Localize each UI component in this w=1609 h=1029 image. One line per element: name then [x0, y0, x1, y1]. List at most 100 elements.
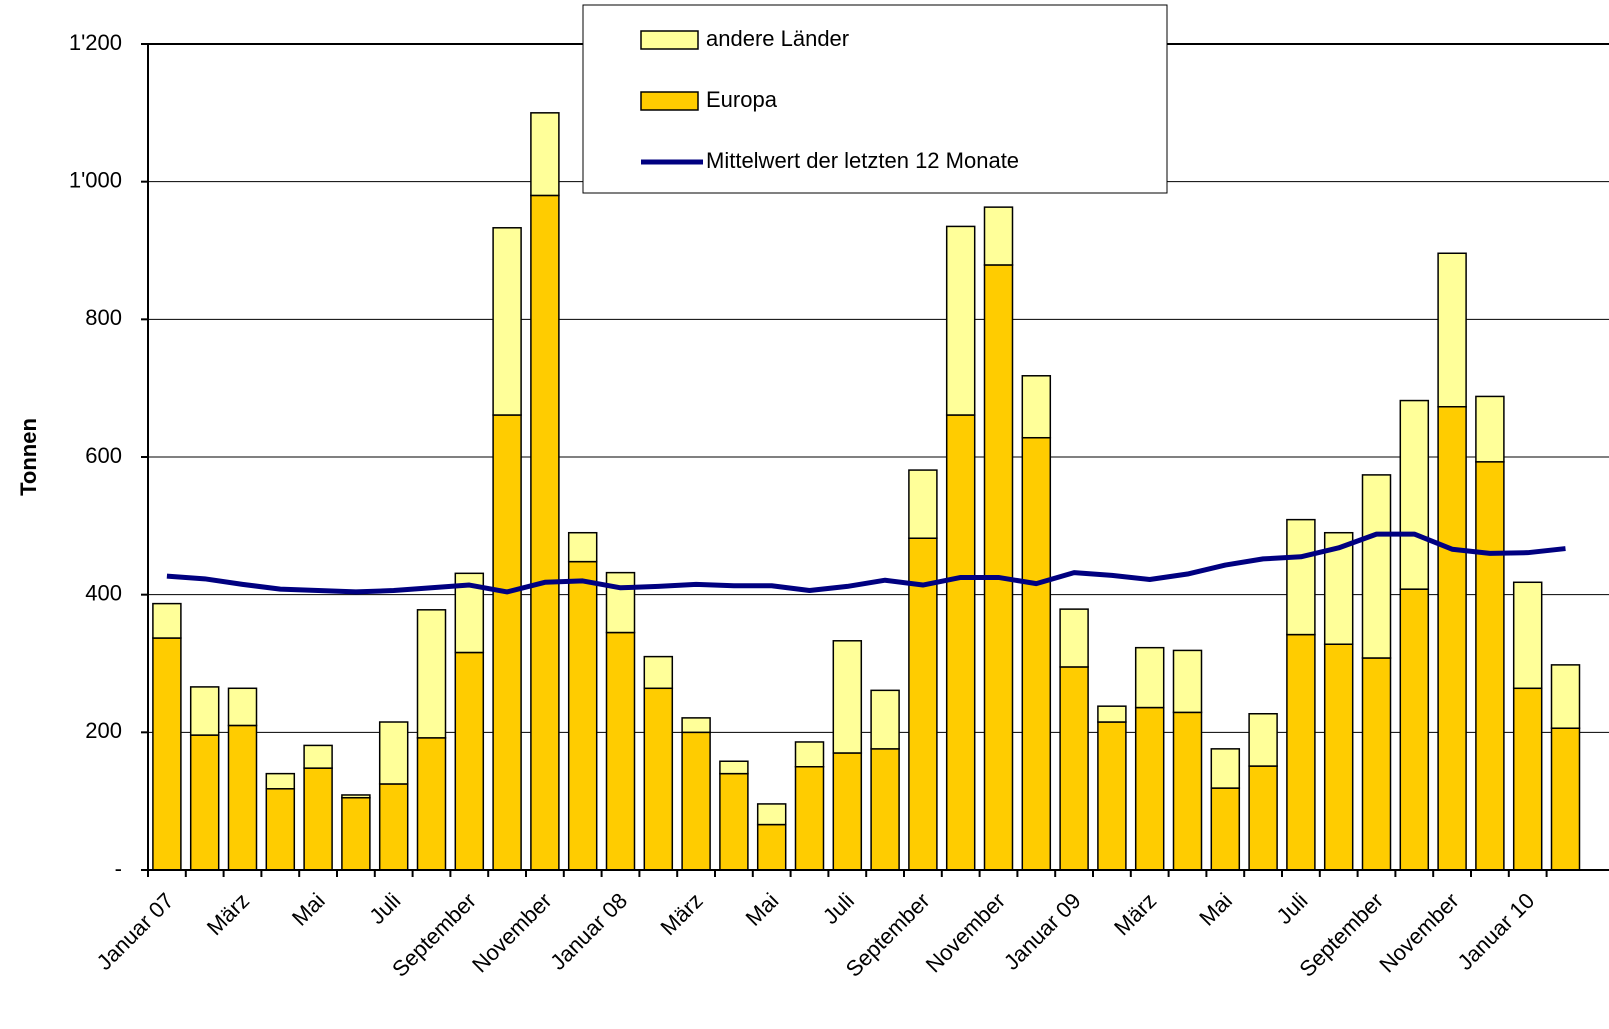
bar-segment [719, 760, 749, 775]
y-tick-label: - [115, 856, 122, 881]
x-tick-label: November [921, 888, 1010, 977]
bar-segment [265, 772, 296, 790]
bar-segment [1059, 608, 1089, 668]
legend-swatch [640, 91, 699, 111]
bar-segment [1248, 765, 1278, 871]
legend-label: Mittelwert der letzten 12 Monate [706, 148, 1019, 173]
bar-segment [492, 414, 522, 871]
bar-segment [1172, 649, 1203, 714]
x-tick-label: Januar 10 [1452, 888, 1539, 975]
y-tick-label: 1'200 [69, 30, 122, 55]
y-tick-label: 800 [85, 305, 122, 330]
y-tick-label: 400 [85, 580, 122, 605]
bar-segment [983, 264, 1014, 871]
x-tick-label: Mai [741, 888, 784, 931]
bar-segment [1286, 633, 1316, 871]
bar-segment [341, 796, 371, 871]
x-tick-label: Mai [287, 888, 330, 931]
bar-segment [530, 112, 560, 197]
bar-segment [1550, 727, 1581, 871]
bar-segment [227, 724, 258, 871]
bar-segment [643, 655, 674, 690]
x-tick-label: Januar 08 [545, 888, 632, 975]
bar-segment [1172, 711, 1203, 871]
bar-segment [416, 737, 447, 871]
x-tick-label: März [1109, 888, 1161, 940]
bar-segment [152, 602, 182, 639]
bar-segment [303, 744, 333, 769]
x-tick-label: November [467, 888, 556, 977]
bar-segment [945, 414, 976, 871]
bar-segment [378, 783, 409, 871]
bar-segment [605, 631, 636, 871]
bar-segment [1323, 643, 1354, 871]
bar-segment [1134, 646, 1165, 709]
bar-segment [870, 748, 900, 871]
bar-segment [945, 225, 976, 416]
bar-segment [681, 717, 711, 734]
bar-segment [567, 560, 598, 871]
bar-segment [756, 803, 787, 826]
bar-segment [1512, 581, 1543, 690]
bar-segment [341, 794, 371, 799]
bar-segment [454, 651, 485, 871]
bar-segment [530, 194, 560, 871]
bar-segment [1437, 406, 1467, 871]
bar-segment [492, 227, 522, 416]
legend-swatch [640, 30, 699, 50]
bar-segment [1021, 375, 1052, 439]
bar-segment [719, 772, 749, 871]
bar-segment [1475, 461, 1505, 871]
bar-segment [643, 687, 674, 871]
bar-segment [1361, 657, 1392, 871]
bar-segment [983, 206, 1014, 266]
y-tick-label: 200 [85, 718, 122, 743]
bar-segment [908, 537, 938, 871]
bar-segment [1210, 787, 1241, 871]
x-tick-label: März [202, 888, 254, 940]
bar-segment [227, 687, 258, 727]
bar-segment [1097, 721, 1127, 871]
x-tick-label: März [655, 888, 707, 940]
legend: andere Länder Europa Mittelwert der letzte… [582, 4, 1168, 194]
line-series [166, 531, 1566, 595]
x-tick-label: Juli [1272, 888, 1313, 929]
bar-segment [1399, 399, 1430, 590]
bar-segment [794, 766, 825, 871]
bar-segment [1399, 588, 1430, 871]
y-tick-label: 1'000 [69, 167, 122, 192]
bar-segment [1286, 518, 1316, 636]
x-tick-label: Juli [364, 888, 405, 929]
bar-segment [567, 531, 598, 563]
bar-segment [303, 767, 333, 871]
bar-segment [152, 637, 182, 871]
bar-segment [1248, 712, 1278, 767]
bar-segment [1512, 687, 1543, 871]
bar-segment [832, 752, 863, 871]
bar-segment [870, 689, 900, 750]
bar-segment [1550, 664, 1581, 729]
bar-segment [605, 571, 636, 634]
bar-segment [681, 731, 711, 871]
x-tick-label: Januar 07 [92, 888, 179, 975]
legend-label: Europa [706, 87, 778, 112]
x-tick-label: Juli [818, 888, 859, 929]
bar-segment [265, 788, 296, 871]
bar-segment [1059, 666, 1089, 871]
y-axis-title: Tonnen [16, 418, 41, 496]
bar-segment [416, 609, 447, 739]
bar-segment [189, 734, 220, 871]
bar-segment [378, 721, 409, 785]
x-tick-label: Januar 09 [999, 888, 1086, 975]
x-tick-label: Mai [1194, 888, 1237, 931]
bar-segment [1475, 395, 1505, 463]
bar-segment [794, 741, 825, 768]
bar-segment [1134, 706, 1165, 871]
legend-label: andere Länder [706, 26, 849, 51]
bar-segment [1361, 474, 1392, 659]
x-tick-label: November [1374, 888, 1463, 977]
bar-segment [189, 686, 220, 736]
bar-segment [1437, 252, 1467, 408]
bar-segment [1097, 705, 1127, 723]
